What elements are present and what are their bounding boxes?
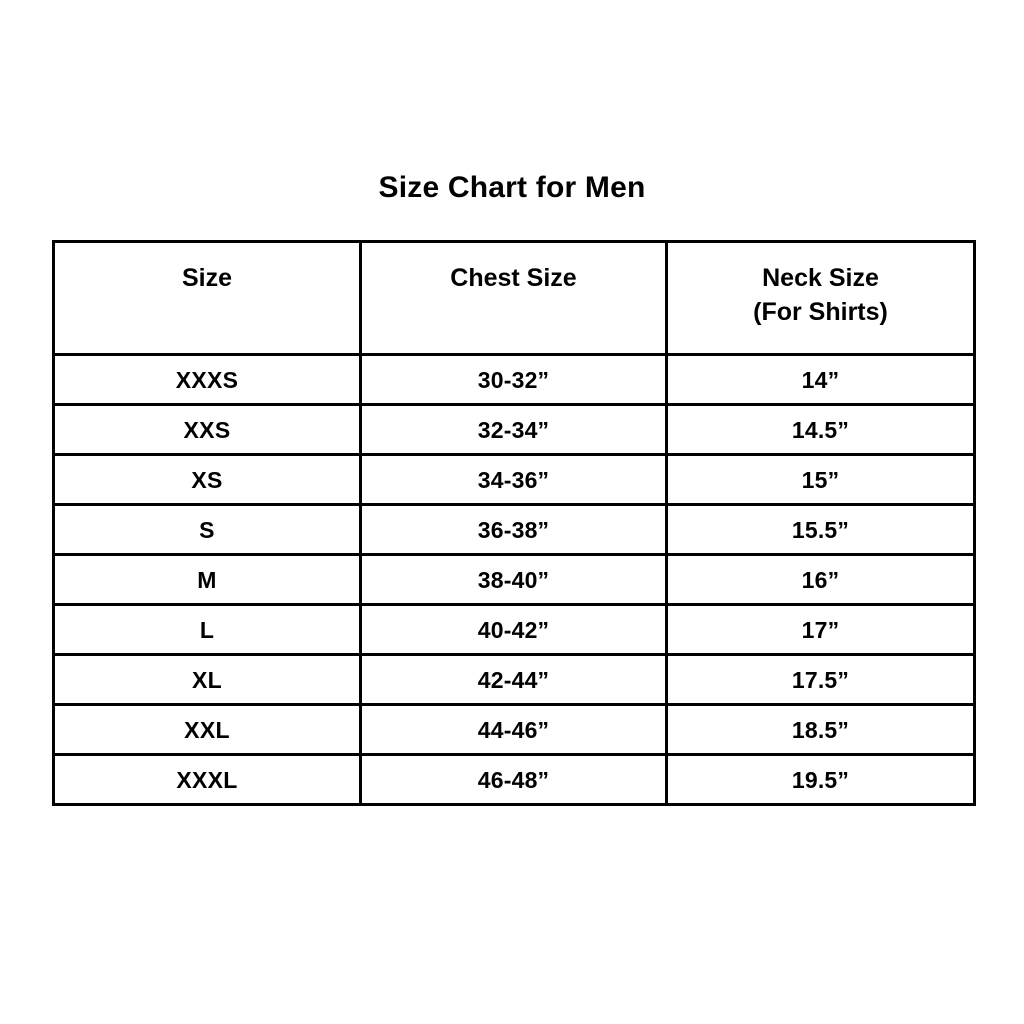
column-header-chest-size: Chest Size [359, 240, 668, 356]
cell-size: XXXS [52, 353, 362, 406]
cell-neck: 14.5” [665, 403, 976, 456]
table-row: XS 34-36” 15” [52, 453, 976, 506]
cell-neck: 17” [665, 603, 976, 656]
table-row: XXL 44-46” 18.5” [52, 703, 976, 756]
table-row: XXS 32-34” 14.5” [52, 403, 976, 456]
cell-size: S [52, 503, 362, 556]
column-header-neck-size-line2: (For Shirts) [753, 298, 888, 326]
cell-chest: 30-32” [359, 353, 668, 406]
cell-chest: 40-42” [359, 603, 668, 656]
cell-chest: 46-48” [359, 753, 668, 806]
size-chart-table: Size Chest Size Neck Size (For Shirts) X… [52, 240, 976, 806]
cell-size: L [52, 603, 362, 656]
cell-size: XXS [52, 403, 362, 456]
cell-neck: 17.5” [665, 653, 976, 706]
cell-size: XS [52, 453, 362, 506]
cell-chest: 42-44” [359, 653, 668, 706]
cell-chest: 32-34” [359, 403, 668, 456]
table-row: XL 42-44” 17.5” [52, 653, 976, 706]
column-header-chest-size-line1: Chest Size [450, 264, 577, 292]
cell-size: XXXL [52, 753, 362, 806]
table-row: XXXL 46-48” 19.5” [52, 753, 976, 806]
table-header: Size Chest Size Neck Size (For Shirts) [52, 240, 976, 356]
table-row: M 38-40” 16” [52, 553, 976, 606]
cell-chest: 38-40” [359, 553, 668, 606]
table-row: S 36-38” 15.5” [52, 503, 976, 556]
table-row: L 40-42” 17” [52, 603, 976, 656]
header-row: Size Chest Size Neck Size (For Shirts) [52, 240, 976, 356]
cell-neck: 15” [665, 453, 976, 506]
cell-chest: 34-36” [359, 453, 668, 506]
column-header-neck-size-line1: Neck Size [762, 264, 879, 292]
page-title: Size Chart for Men [378, 171, 646, 204]
cell-size: M [52, 553, 362, 606]
table-row: XXXS 30-32” 14” [52, 353, 976, 406]
cell-size: XXL [52, 703, 362, 756]
column-header-size: Size [52, 240, 362, 356]
cell-neck: 16” [665, 553, 976, 606]
cell-neck: 14” [665, 353, 976, 406]
column-header-neck-size: Neck Size (For Shirts) [665, 240, 976, 356]
column-header-size-line1: Size [181, 264, 233, 292]
cell-chest: 36-38” [359, 503, 668, 556]
cell-neck: 18.5” [665, 703, 976, 756]
cell-chest: 44-46” [359, 703, 668, 756]
cell-neck: 15.5” [665, 503, 976, 556]
cell-size: XL [52, 653, 362, 706]
cell-neck: 19.5” [665, 753, 976, 806]
table-body: XXXS 30-32” 14” XXS 32-34” 14.5” XS 34-3… [52, 353, 976, 806]
